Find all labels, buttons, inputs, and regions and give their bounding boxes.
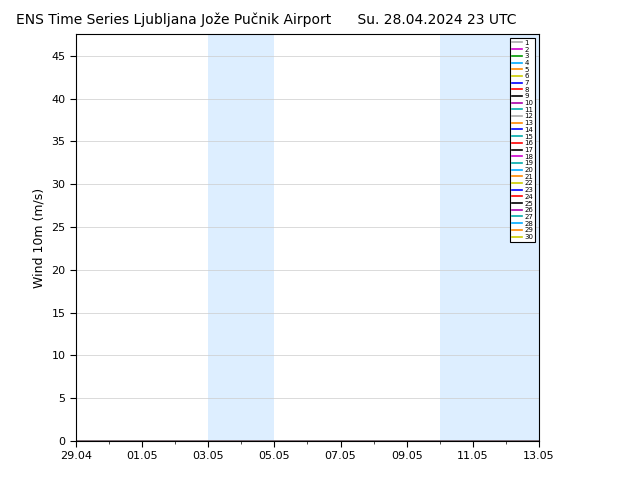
Legend: 1, 2, 3, 4, 5, 6, 7, 8, 9, 10, 11, 12, 13, 14, 15, 16, 17, 18, 19, 20, 21, 22, 2: 1, 2, 3, 4, 5, 6, 7, 8, 9, 10, 11, 12, 1… xyxy=(510,38,536,242)
Bar xyxy=(209,34,242,441)
Bar xyxy=(242,34,275,441)
Bar xyxy=(473,34,539,441)
Y-axis label: Wind 10m (m/s): Wind 10m (m/s) xyxy=(33,188,46,288)
Bar xyxy=(440,34,473,441)
Text: ENS Time Series Ljubljana Jože Pučnik Airport      Su. 28.04.2024 23 UTC: ENS Time Series Ljubljana Jože Pučnik Ai… xyxy=(16,12,517,27)
